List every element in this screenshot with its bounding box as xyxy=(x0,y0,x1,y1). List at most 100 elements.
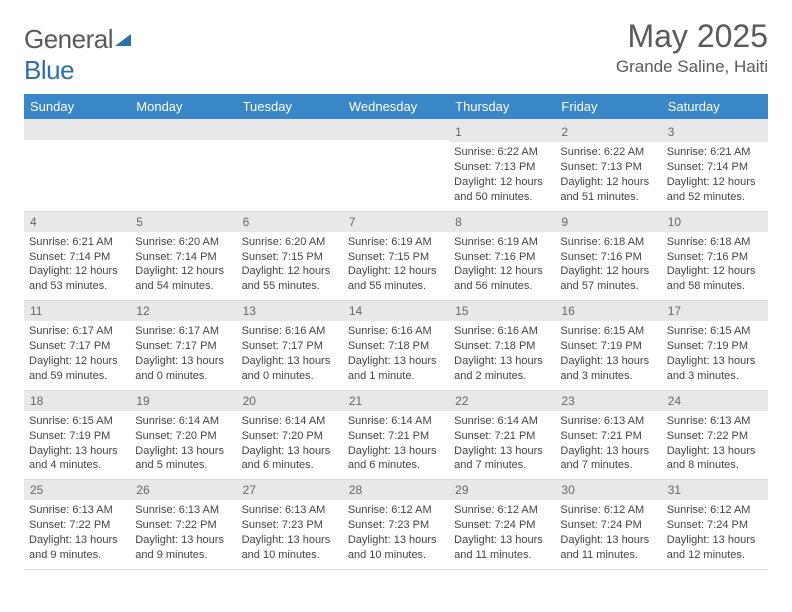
week-row: 25Sunrise: 6:13 AMSunset: 7:22 PMDayligh… xyxy=(24,480,768,570)
calendar: SundayMondayTuesdayWednesdayThursdayFrid… xyxy=(24,94,768,570)
sunset-text: Sunset: 7:17 PM xyxy=(29,339,125,354)
sunrise-text: Sunrise: 6:15 AM xyxy=(560,324,656,339)
calendar-cell: 11Sunrise: 6:17 AMSunset: 7:17 PMDayligh… xyxy=(24,301,130,391)
sunrise-text: Sunrise: 6:14 AM xyxy=(135,414,231,429)
sunrise-text: Sunrise: 6:17 AM xyxy=(29,324,125,339)
sunset-text: Sunset: 7:17 PM xyxy=(242,339,338,354)
daylight-text: Daylight: 13 hours and 11 minutes. xyxy=(560,533,656,563)
logo-text-part1: General xyxy=(24,24,113,54)
date-number: 3 xyxy=(662,122,768,142)
sunrise-text: Sunrise: 6:13 AM xyxy=(560,414,656,429)
calendar-cell: 20 Sunrise: 6:14 AMSunset: 7:20 PMDayligh… xyxy=(237,391,343,481)
cell-content: Sunrise: 6:18 AMSunset: 7:16 PMDaylight:… xyxy=(555,235,661,300)
sunset-text: Sunset: 7:14 PM xyxy=(29,250,125,265)
sunrise-text: Sunrise: 6:18 AM xyxy=(560,235,656,250)
sunrise-text: Sunrise: 6:22 AM xyxy=(560,145,656,160)
calendar-cell: 27 Sunrise: 6:13 AMSunset: 7:23 PMDayligh… xyxy=(237,480,343,570)
cell-content: Sunrise: 6:13 AMSunset: 7:22 PMDaylight:… xyxy=(24,503,130,568)
date-number xyxy=(24,122,130,140)
sunset-text: Sunset: 7:23 PM xyxy=(242,518,338,533)
sunset-text: Sunset: 7:21 PM xyxy=(560,429,656,444)
cell-content: Sunrise: 6:12 AMSunset: 7:24 PMDaylight:… xyxy=(662,503,768,568)
calendar-cell: 15Sunrise: 6:16 AMSunset: 7:18 PMDayligh… xyxy=(449,301,555,391)
day-header-saturday: Saturday xyxy=(662,94,768,119)
date-number: 12 xyxy=(130,301,236,321)
sunrise-text: Sunrise: 6:17 AM xyxy=(135,324,231,339)
sunrise-text: Sunrise: 6:13 AM xyxy=(242,503,338,518)
sunset-text: Sunset: 7:24 PM xyxy=(454,518,550,533)
cell-content: Sunrise: 6:19 AMSunset: 7:15 PMDaylight:… xyxy=(343,235,449,300)
calendar-cell: 23Sunrise: 6:13 AMSunset: 7:21 PMDayligh… xyxy=(555,391,661,481)
day-header-wednesday: Wednesday xyxy=(343,94,449,119)
month-title: May 2025 xyxy=(616,18,768,55)
daylight-text: Daylight: 13 hours and 7 minutes. xyxy=(560,444,656,474)
day-header-tuesday: Tuesday xyxy=(237,94,343,119)
date-number xyxy=(130,122,236,140)
calendar-cell: 7 Sunrise: 6:19 AMSunset: 7:15 PMDaylight… xyxy=(343,212,449,302)
daylight-text: Daylight: 12 hours and 57 minutes. xyxy=(560,264,656,294)
sunset-text: Sunset: 7:13 PM xyxy=(560,160,656,175)
daylight-text: Daylight: 13 hours and 7 minutes. xyxy=(454,444,550,474)
logo: GeneralBlue xyxy=(24,18,133,86)
cell-content: Sunrise: 6:14 AMSunset: 7:20 PMDaylight:… xyxy=(130,414,236,479)
date-number: 4 xyxy=(24,212,130,232)
sunrise-text: Sunrise: 6:16 AM xyxy=(454,324,550,339)
sunrise-text: Sunrise: 6:12 AM xyxy=(560,503,656,518)
sunset-text: Sunset: 7:14 PM xyxy=(667,160,763,175)
daylight-text: Daylight: 13 hours and 6 minutes. xyxy=(242,444,338,474)
daylight-text: Daylight: 13 hours and 0 minutes. xyxy=(242,354,338,384)
date-number: 13 xyxy=(237,301,343,321)
day-header-thursday: Thursday xyxy=(449,94,555,119)
cell-content: Sunrise: 6:12 AMSunset: 7:23 PMDaylight:… xyxy=(343,503,449,568)
logo-triangle-icon xyxy=(113,24,133,55)
daylight-text: Daylight: 13 hours and 3 minutes. xyxy=(560,354,656,384)
sunrise-text: Sunrise: 6:21 AM xyxy=(667,145,763,160)
daylight-text: Daylight: 12 hours and 53 minutes. xyxy=(29,264,125,294)
date-number: 31 xyxy=(662,480,768,500)
calendar-cell: 8Sunrise: 6:19 AMSunset: 7:16 PMDaylight… xyxy=(449,212,555,302)
daylight-text: Daylight: 13 hours and 11 minutes. xyxy=(454,533,550,563)
sunrise-text: Sunrise: 6:14 AM xyxy=(454,414,550,429)
sunset-text: Sunset: 7:22 PM xyxy=(667,429,763,444)
date-number: 24 xyxy=(662,391,768,411)
sunrise-text: Sunrise: 6:15 AM xyxy=(667,324,763,339)
calendar-cell: 14Sunrise: 6:16 AMSunset: 7:18 PMDayligh… xyxy=(343,301,449,391)
date-number xyxy=(343,122,449,140)
daylight-text: Daylight: 13 hours and 12 minutes. xyxy=(667,533,763,563)
daylight-text: Daylight: 12 hours and 51 minutes. xyxy=(560,175,656,205)
date-number: 2 xyxy=(555,122,661,142)
sunset-text: Sunset: 7:13 PM xyxy=(454,160,550,175)
daylight-text: Daylight: 13 hours and 10 minutes. xyxy=(242,533,338,563)
cell-content: Sunrise: 6:16 AMSunset: 7:17 PMDaylight:… xyxy=(237,324,343,389)
sunrise-text: Sunrise: 6:16 AM xyxy=(348,324,444,339)
cell-content: Sunrise: 6:15 AMSunset: 7:19 PMDaylight:… xyxy=(24,414,130,479)
calendar-cell: 4Sunrise: 6:21 AMSunset: 7:14 PMDaylight… xyxy=(24,212,130,302)
cell-content: Sunrise: 6:15 AMSunset: 7:19 PMDaylight:… xyxy=(662,324,768,389)
calendar-cell: 17Sunrise: 6:15 AMSunset: 7:19 PMDayligh… xyxy=(662,301,768,391)
daylight-text: Daylight: 13 hours and 2 minutes. xyxy=(454,354,550,384)
sunset-text: Sunset: 7:15 PM xyxy=(348,250,444,265)
date-number: 27 xyxy=(237,480,343,500)
daylight-text: Daylight: 12 hours and 50 minutes. xyxy=(454,175,550,205)
sunrise-text: Sunrise: 6:12 AM xyxy=(348,503,444,518)
cell-content: Sunrise: 6:12 AMSunset: 7:24 PMDaylight:… xyxy=(555,503,661,568)
calendar-cell: 26Sunrise: 6:13 AMSunset: 7:22 PMDayligh… xyxy=(130,480,236,570)
sunset-text: Sunset: 7:22 PM xyxy=(29,518,125,533)
cell-content: Sunrise: 6:17 AMSunset: 7:17 PMDaylight:… xyxy=(130,324,236,389)
sunset-text: Sunset: 7:14 PM xyxy=(135,250,231,265)
date-number: 7 xyxy=(343,212,449,232)
cell-content: Sunrise: 6:14 AMSunset: 7:20 PMDaylight:… xyxy=(237,414,343,479)
date-number: 15 xyxy=(449,301,555,321)
daylight-text: Daylight: 13 hours and 8 minutes. xyxy=(667,444,763,474)
date-number: 20 xyxy=(237,391,343,411)
date-number: 30 xyxy=(555,480,661,500)
cell-content: Sunrise: 6:22 AMSunset: 7:13 PMDaylight:… xyxy=(449,145,555,210)
sunset-text: Sunset: 7:15 PM xyxy=(242,250,338,265)
calendar-cell: 6Sunrise: 6:20 AMSunset: 7:15 PMDaylight… xyxy=(237,212,343,302)
daylight-text: Daylight: 12 hours and 52 minutes. xyxy=(667,175,763,205)
day-header-sunday: Sunday xyxy=(24,94,130,119)
daylight-text: Daylight: 13 hours and 1 minute. xyxy=(348,354,444,384)
sunset-text: Sunset: 7:16 PM xyxy=(667,250,763,265)
sunset-text: Sunset: 7:21 PM xyxy=(454,429,550,444)
sunset-text: Sunset: 7:19 PM xyxy=(560,339,656,354)
